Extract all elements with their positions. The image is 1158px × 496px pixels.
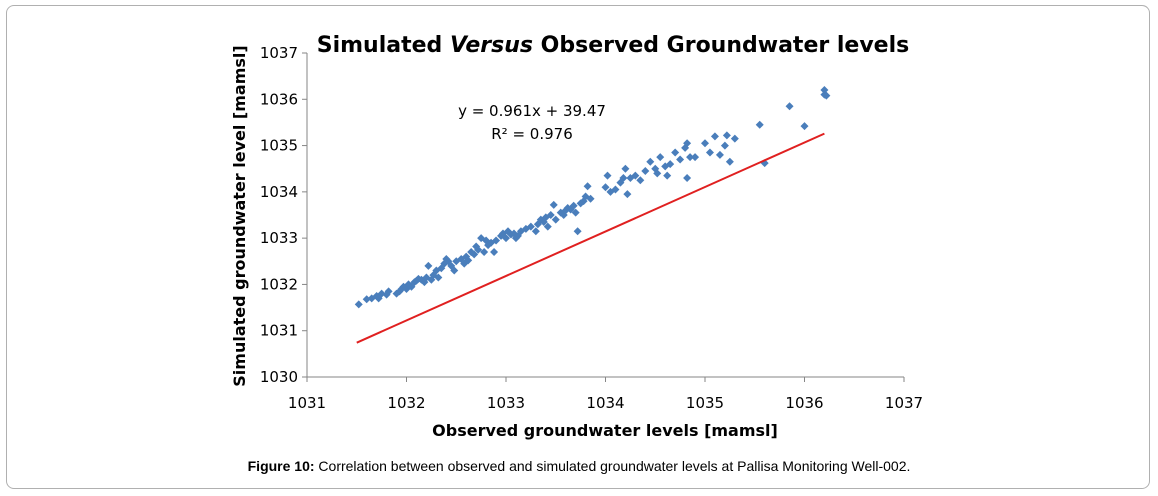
data-points — [354, 86, 831, 309]
data-point — [470, 250, 479, 259]
data-point — [631, 171, 640, 180]
y-tick-label: 1031 — [260, 322, 298, 340]
caption-text: Correlation between observed and simulat… — [318, 458, 911, 474]
y-axis-title: Simulated groundwater level [mamsl] — [230, 45, 249, 386]
data-point — [354, 300, 363, 309]
data-point — [474, 245, 483, 254]
data-point — [785, 102, 794, 111]
data-point — [666, 160, 675, 169]
scatter-chart: Simulated Versus Observed Groundwater le… — [230, 33, 923, 440]
data-point — [502, 234, 510, 243]
caption-label: Figure 10: — [247, 458, 315, 474]
data-point — [571, 208, 580, 217]
chart-title-italic: Versus — [450, 33, 533, 58]
data-point — [676, 155, 685, 164]
data-point — [641, 167, 650, 176]
y-tick-label: 1035 — [260, 137, 298, 155]
data-point — [653, 169, 662, 178]
x-tick-label: 1031 — [288, 394, 326, 412]
chart-title-prefix: Simulated — [317, 33, 450, 58]
data-point — [656, 153, 665, 162]
data-point — [480, 248, 489, 257]
data-point — [730, 134, 739, 143]
data-point — [526, 222, 535, 231]
data-point — [424, 261, 433, 270]
data-point — [800, 122, 809, 131]
data-point — [755, 120, 764, 129]
figure-frame — [6, 5, 1150, 489]
trendline-equation: y = 0.961x + 39.47 — [458, 102, 606, 120]
data-point — [549, 200, 558, 209]
data-point — [663, 171, 672, 180]
data-point — [450, 266, 459, 275]
data-point — [683, 139, 692, 148]
data-point — [822, 91, 831, 100]
data-point — [546, 211, 555, 219]
data-point — [569, 201, 578, 210]
data-point — [715, 150, 724, 159]
x-tick-label: 1033 — [487, 394, 525, 412]
data-point — [601, 183, 610, 192]
y-tick-label: 1034 — [260, 183, 298, 201]
data-point — [683, 173, 692, 182]
data-point — [543, 222, 552, 231]
data-point — [531, 227, 540, 236]
figure-caption: Figure 10: Correlation between observed … — [0, 458, 1158, 474]
y-tick-label: 1037 — [260, 44, 298, 62]
data-point — [671, 148, 680, 157]
x-axis-title: Observed groundwater levels [mamsl] — [432, 421, 778, 440]
data-point — [710, 132, 719, 141]
data-point — [720, 141, 729, 150]
trendline — [356, 132, 825, 344]
data-point — [603, 171, 612, 180]
data-point — [492, 236, 501, 245]
data-point — [586, 194, 595, 203]
data-point — [464, 256, 473, 265]
y-tick-label: 1033 — [260, 229, 298, 247]
data-point — [725, 157, 734, 166]
data-point — [621, 164, 630, 173]
data-point — [362, 295, 371, 304]
data-point — [573, 227, 582, 236]
data-point — [611, 185, 620, 194]
axes: 1030 1031 1032 1033 1034 1035 1036 1037 1031 1032… — [260, 44, 923, 412]
data-point — [551, 215, 560, 224]
data-point — [701, 139, 709, 148]
x-tick-label: 1037 — [885, 394, 923, 412]
data-point — [434, 273, 443, 282]
data-point — [377, 289, 386, 298]
x-tick-label: 1036 — [785, 394, 823, 412]
trendline-r2: R² = 0.976 — [491, 125, 572, 143]
data-point — [691, 153, 700, 162]
data-point — [722, 131, 731, 140]
data-point — [619, 173, 628, 182]
data-point — [686, 153, 695, 162]
data-point — [583, 182, 592, 191]
y-tick-label: 1036 — [260, 90, 298, 108]
data-point — [490, 248, 499, 257]
chart-title-suffix: Observed Groundwater levels — [533, 33, 909, 58]
x-tick-label: 1034 — [586, 394, 624, 412]
data-point — [646, 157, 655, 166]
trendline-group — [356, 132, 825, 344]
y-tick-label: 1032 — [260, 275, 298, 293]
x-tick-label: 1032 — [387, 394, 425, 412]
data-point — [636, 176, 645, 185]
data-point — [705, 148, 714, 157]
y-tick-label: 1030 — [260, 368, 298, 386]
chart-title: Simulated Versus Observed Groundwater le… — [317, 33, 909, 58]
data-point — [384, 287, 393, 296]
data-point — [623, 190, 632, 199]
x-tick-label: 1035 — [686, 394, 724, 412]
